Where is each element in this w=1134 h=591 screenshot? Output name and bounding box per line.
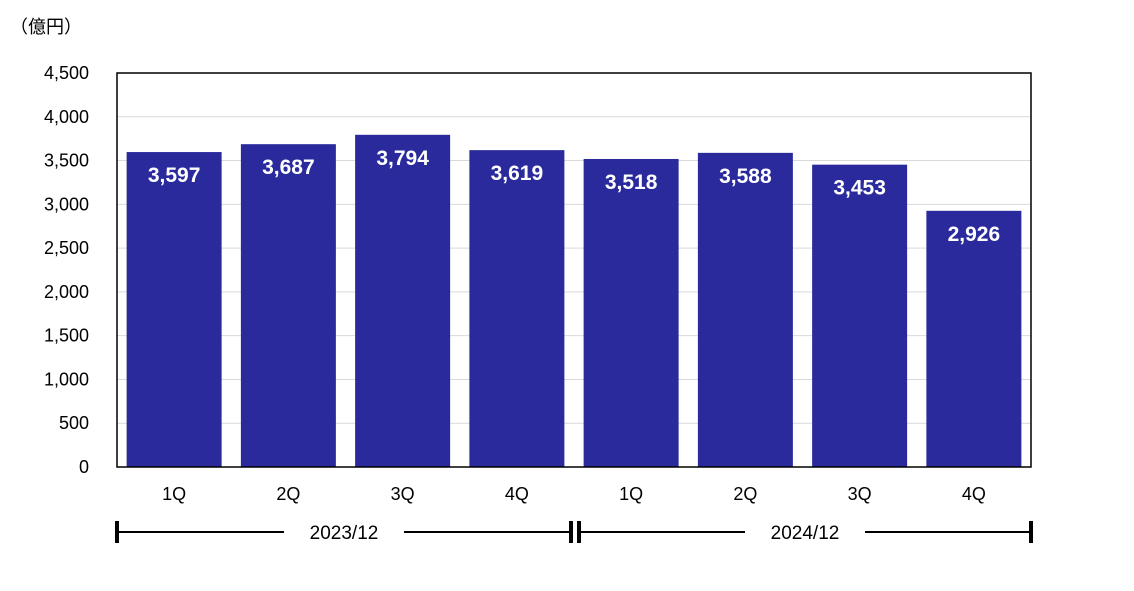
bar (583, 158, 679, 467)
x-tick-label: 2Q (733, 484, 757, 504)
bar (812, 164, 908, 468)
x-tick-label: 3Q (391, 484, 415, 504)
y-tick-label: 2,500 (44, 238, 89, 258)
x-tick-label: 4Q (962, 484, 986, 504)
x-tick-label: 3Q (848, 484, 872, 504)
data-label: 3,518 (605, 171, 658, 194)
unit-label: （億円） (10, 17, 82, 38)
data-label: 3,453 (833, 177, 886, 200)
y-tick-label: 0 (79, 457, 89, 477)
bar (126, 152, 222, 467)
y-tick-label: 1,000 (44, 369, 89, 389)
data-label: 3,687 (262, 156, 315, 179)
y-tick-label: 3,500 (44, 151, 89, 171)
data-label: 3,619 (491, 162, 544, 185)
data-label: 3,588 (719, 165, 772, 188)
x-tick-label: 1Q (619, 484, 643, 504)
bar (469, 150, 565, 467)
bar (926, 210, 1022, 467)
y-tick-label: 1,500 (44, 326, 89, 346)
plot-frame (116, 72, 1032, 468)
y-tick-label: 4,000 (44, 107, 89, 127)
y-tick-label: 3,000 (44, 194, 89, 214)
group-label: 2023/12 (310, 523, 379, 544)
x-tick-label: 1Q (162, 484, 186, 504)
y-tick-label: 2,000 (44, 282, 89, 302)
x-tick-label: 4Q (505, 484, 529, 504)
data-label: 3,597 (148, 164, 201, 187)
y-tick-label: 4,500 (44, 63, 89, 83)
group-label: 2024/12 (771, 523, 840, 544)
bar (355, 134, 451, 468)
data-label: 2,926 (948, 223, 1001, 246)
bar (697, 152, 793, 468)
bar (240, 144, 336, 467)
x-tick-label: 2Q (276, 484, 300, 504)
y-tick-label: 500 (59, 413, 89, 433)
data-label: 3,794 (376, 147, 429, 170)
